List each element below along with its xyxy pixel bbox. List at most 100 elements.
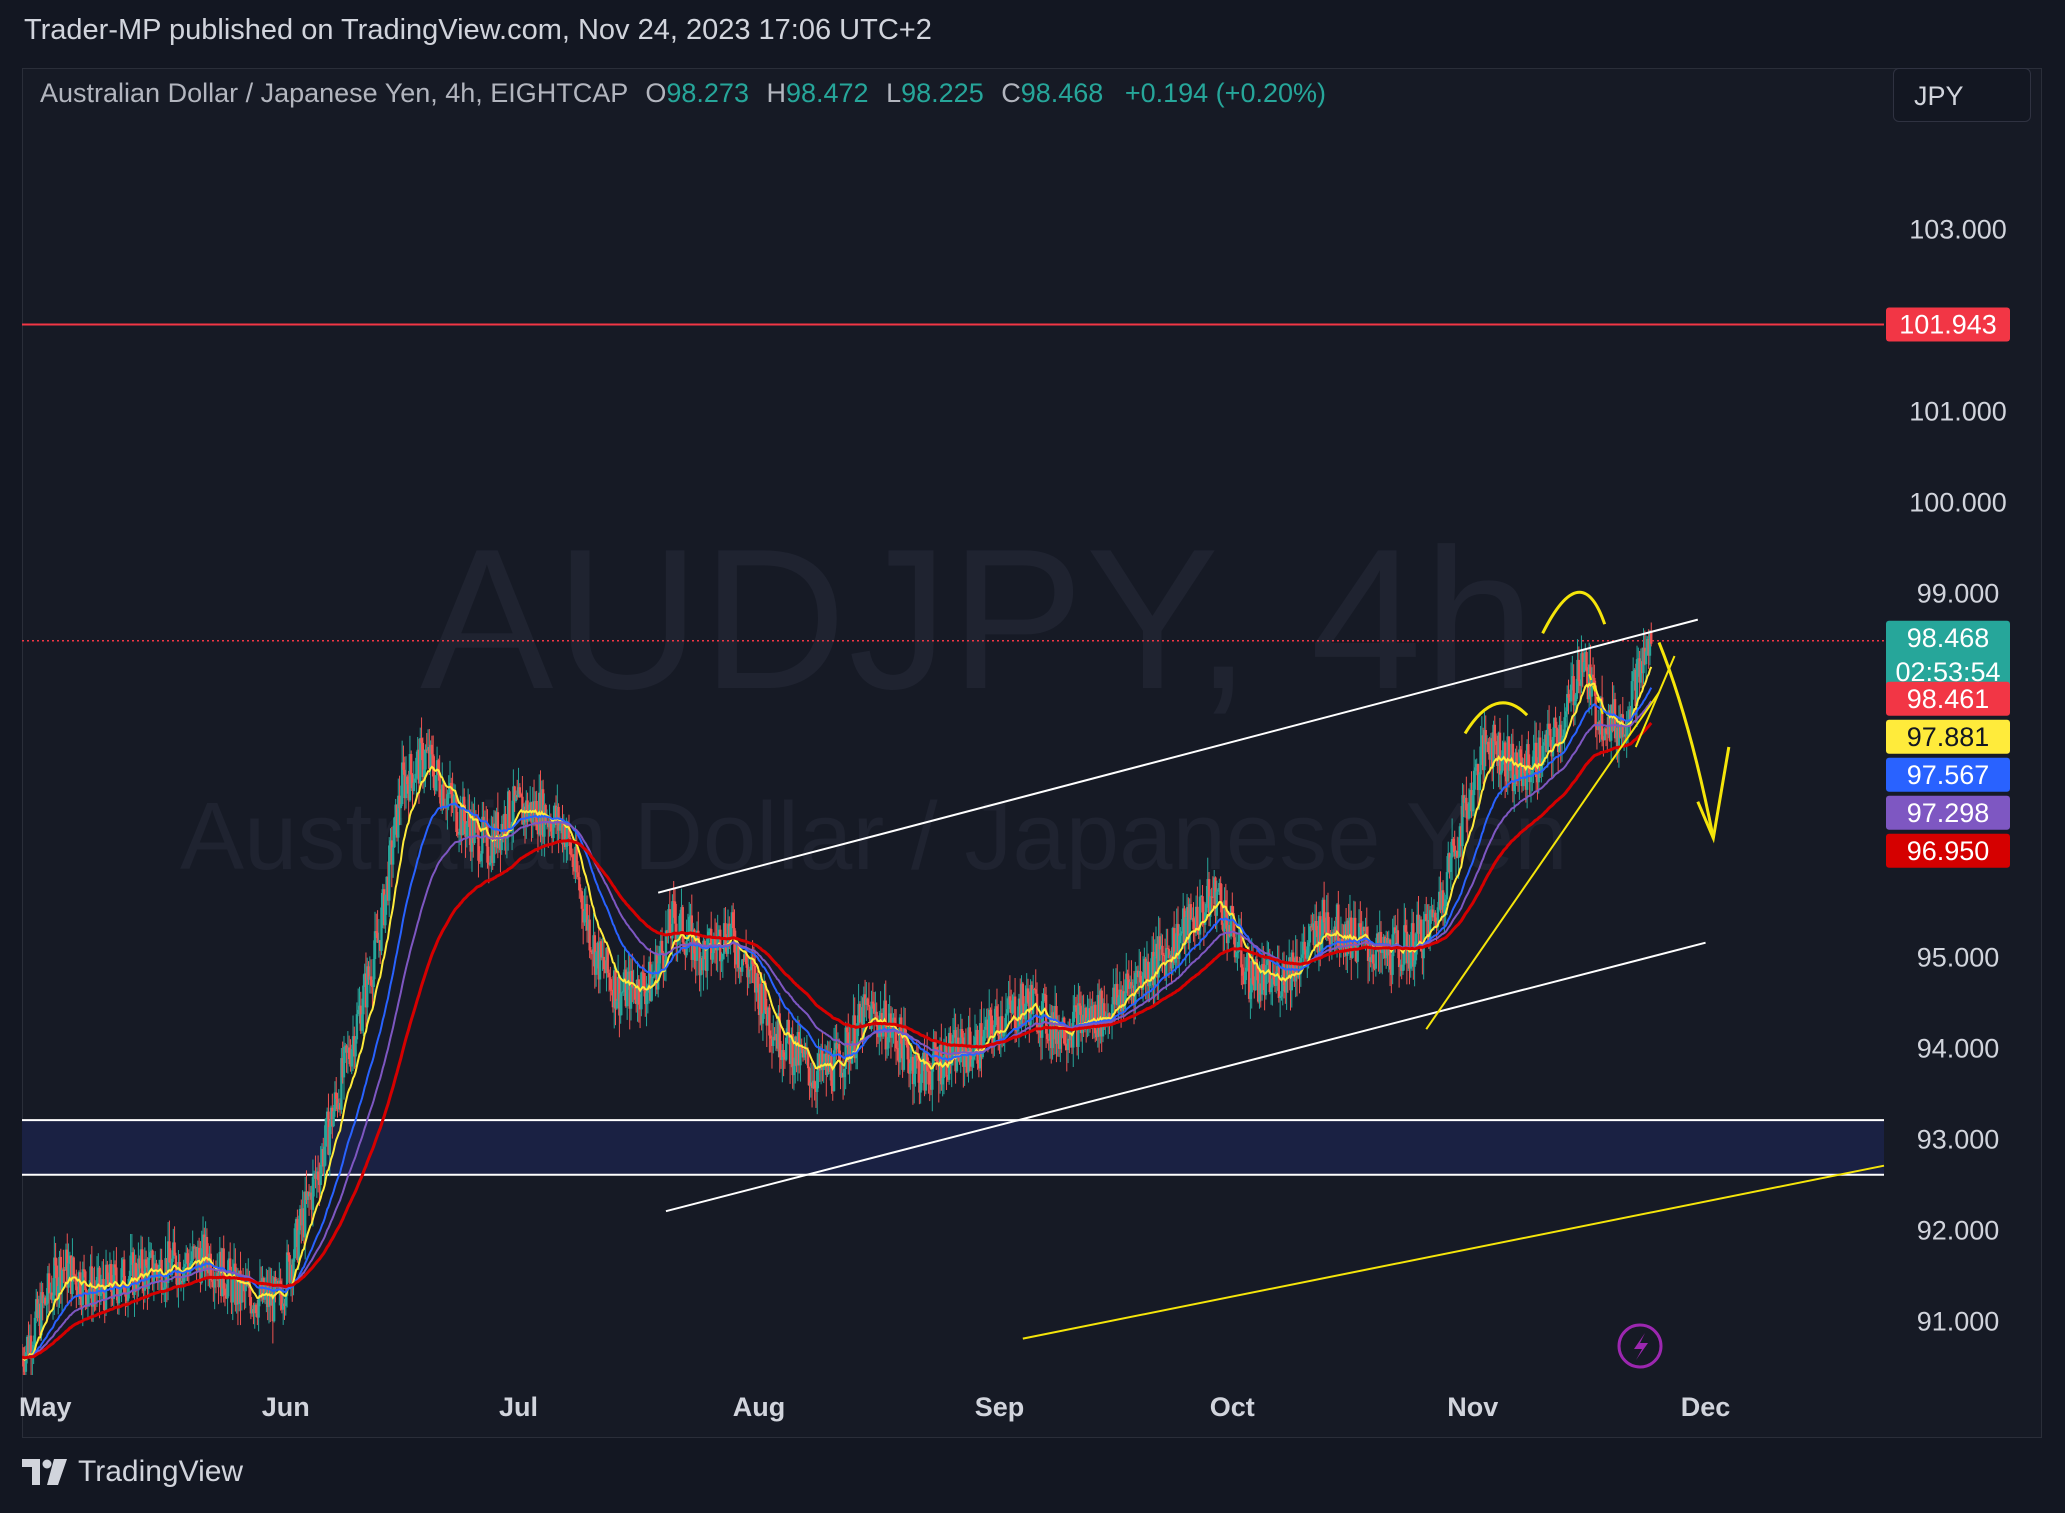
- candle-body: [23, 1366, 26, 1372]
- trendline-5[interactable]: [1634, 655, 1676, 748]
- candle-body: [1167, 948, 1171, 959]
- candle-body: [946, 1076, 950, 1080]
- candle-body: [33, 1317, 37, 1346]
- candle-body: [1454, 850, 1458, 857]
- trendline-4[interactable]: [1425, 691, 1660, 1030]
- chart-pane[interactable]: [22, 68, 2042, 1438]
- candle-body: [142, 1280, 145, 1291]
- candle-body: [461, 796, 465, 836]
- candle-body: [1553, 717, 1556, 737]
- candle-body: [783, 1056, 787, 1060]
- candle-body: [693, 929, 696, 954]
- candle-body: [570, 854, 573, 856]
- candle-body: [106, 1264, 109, 1280]
- candle-body: [848, 1045, 851, 1062]
- candle-body: [350, 1049, 353, 1067]
- candle-body: [985, 1019, 988, 1027]
- candle-body: [1476, 764, 1480, 791]
- candle-body: [1100, 990, 1103, 1037]
- candle-body: [1580, 653, 1583, 686]
- candle-body: [260, 1280, 263, 1299]
- candle-body: [100, 1279, 104, 1290]
- trendline-1[interactable]: [657, 618, 1699, 894]
- candle-body: [386, 876, 390, 901]
- candle-body: [430, 744, 434, 755]
- candle-body: [1281, 961, 1284, 992]
- candle-body: [857, 1003, 860, 1024]
- candle-body: [456, 831, 459, 835]
- candle-body: [1563, 717, 1566, 736]
- candle-body: [192, 1246, 196, 1249]
- candle-body: [1220, 901, 1224, 925]
- candle-body: [1315, 920, 1318, 931]
- candle-body: [843, 1069, 846, 1078]
- candle-body: [765, 1010, 768, 1026]
- candle-body: [553, 805, 556, 820]
- candle-body: [302, 1208, 306, 1238]
- trendline-3[interactable]: [1022, 1164, 1885, 1340]
- candle-body: [669, 934, 673, 939]
- candle-body: [464, 820, 467, 837]
- candle-body: [1403, 925, 1406, 965]
- candle-body: [1225, 911, 1229, 944]
- lightning-icon[interactable]: [1617, 1323, 1663, 1369]
- candle-body: [1616, 727, 1619, 747]
- candle-body: [896, 1048, 899, 1050]
- candle-body: [872, 1003, 876, 1014]
- candle-body: [746, 964, 749, 978]
- candle-body: [1322, 899, 1326, 923]
- candle-body: [990, 1015, 993, 1034]
- candle-body: [620, 992, 624, 994]
- candle-body: [1057, 1031, 1061, 1049]
- candle-body: [1396, 930, 1400, 949]
- candle-body: [1629, 709, 1632, 721]
- candle-body: [315, 1171, 319, 1179]
- candle-body: [478, 860, 481, 862]
- candle-body: [37, 1303, 41, 1319]
- candle-body: [76, 1290, 79, 1296]
- candle-body: [1202, 912, 1206, 925]
- candle-body: [433, 776, 436, 791]
- candle-body: [1122, 991, 1125, 1009]
- x-axis-tick-label: Sep: [975, 1392, 1025, 1422]
- candle-body: [225, 1295, 228, 1299]
- candle-body: [894, 1030, 898, 1049]
- candle-body: [1630, 681, 1634, 721]
- candle-body: [1529, 774, 1533, 783]
- candle-body: [80, 1299, 83, 1305]
- candle-body: [1406, 949, 1410, 964]
- candle-body: [1263, 971, 1266, 996]
- candle-body: [1222, 924, 1225, 932]
- candle-body: [1431, 909, 1434, 918]
- trendline-2[interactable]: [665, 941, 1706, 1213]
- candle-body: [1459, 826, 1463, 847]
- candle-body: [931, 1065, 934, 1090]
- price-badge-bg: [1886, 620, 2010, 691]
- candle-body: [853, 1015, 856, 1059]
- candle-body: [353, 1036, 356, 1057]
- currency-button[interactable]: JPY: [1893, 68, 2031, 122]
- candle-body: [455, 795, 458, 832]
- candle-body: [1522, 765, 1525, 787]
- candle-body: [879, 1013, 882, 1023]
- candle-body: [1489, 738, 1493, 760]
- candle-body: [936, 1061, 939, 1063]
- candle-body: [809, 1082, 812, 1086]
- candle-body: [196, 1247, 200, 1271]
- candle-body: [1512, 784, 1516, 792]
- x-axis-tick-label: Nov: [1447, 1392, 1498, 1422]
- candle-body: [125, 1296, 128, 1301]
- candle-body: [633, 987, 637, 1000]
- y-axis-tick-label: 103.000: [1909, 214, 2007, 244]
- footer-brand[interactable]: TradingView: [22, 1455, 243, 1489]
- candle-body: [1066, 1038, 1070, 1051]
- candle-body: [129, 1255, 132, 1277]
- candle-body: [933, 1041, 937, 1048]
- candle-body: [956, 1037, 960, 1059]
- candle-body: [351, 1036, 355, 1050]
- price-badge-label: 97.881: [1907, 722, 1990, 752]
- legend-close: 98.468: [1020, 78, 1104, 108]
- candle-body: [382, 889, 386, 926]
- price-badge-bg: [1886, 795, 2010, 830]
